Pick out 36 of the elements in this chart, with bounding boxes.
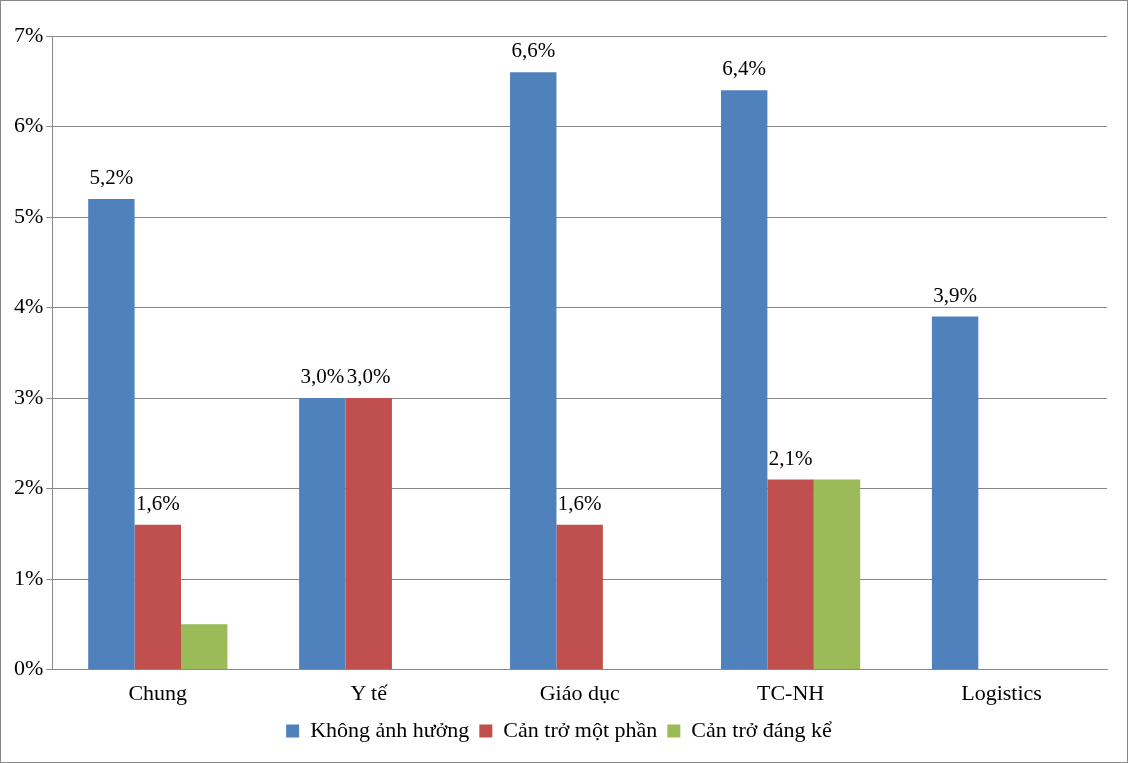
data-label: 6,6% — [511, 38, 556, 63]
bar — [720, 90, 768, 670]
bar — [813, 479, 861, 670]
y-tick-label: 5% — [14, 202, 44, 228]
legend-label: Cản trở đáng kể — [691, 716, 833, 742]
y-tick-label: 4% — [14, 293, 44, 319]
legend-label: Không ảnh hưởng — [310, 716, 470, 742]
x-tick-label: Giáo dục — [539, 679, 620, 705]
y-tick-label: 7% — [14, 21, 44, 47]
x-tick-label: Logistics — [961, 679, 1042, 705]
bar — [510, 72, 557, 670]
data-label: 3,0% — [300, 364, 345, 389]
y-tick-label: 1% — [14, 564, 44, 590]
x-tick-label: TC-NH — [756, 679, 825, 705]
data-label: 1,6% — [135, 490, 180, 515]
data-label: 5,2% — [89, 164, 134, 189]
bar — [931, 316, 979, 670]
y-tick-label: 6% — [14, 112, 44, 138]
legend-label: Cản trở một phần — [503, 716, 658, 742]
x-tick-label: Chung — [128, 679, 188, 705]
bar — [767, 479, 814, 670]
data-label: 6,4% — [722, 56, 767, 81]
bar — [299, 398, 346, 670]
bar — [88, 198, 135, 670]
data-label: 3,9% — [933, 282, 977, 307]
bar — [134, 524, 181, 670]
bar — [181, 624, 228, 670]
y-tick-label: 3% — [14, 383, 44, 409]
bar — [556, 524, 603, 670]
y-tick-label: 2% — [14, 474, 44, 500]
data-label: 3,0% — [346, 364, 391, 389]
y-tick-label: 0% — [14, 655, 44, 681]
x-tick-label: Y tế — [350, 679, 389, 705]
data-label: 1,6% — [557, 490, 602, 515]
bar — [345, 398, 392, 670]
data-label: 2,1% — [768, 445, 813, 470]
